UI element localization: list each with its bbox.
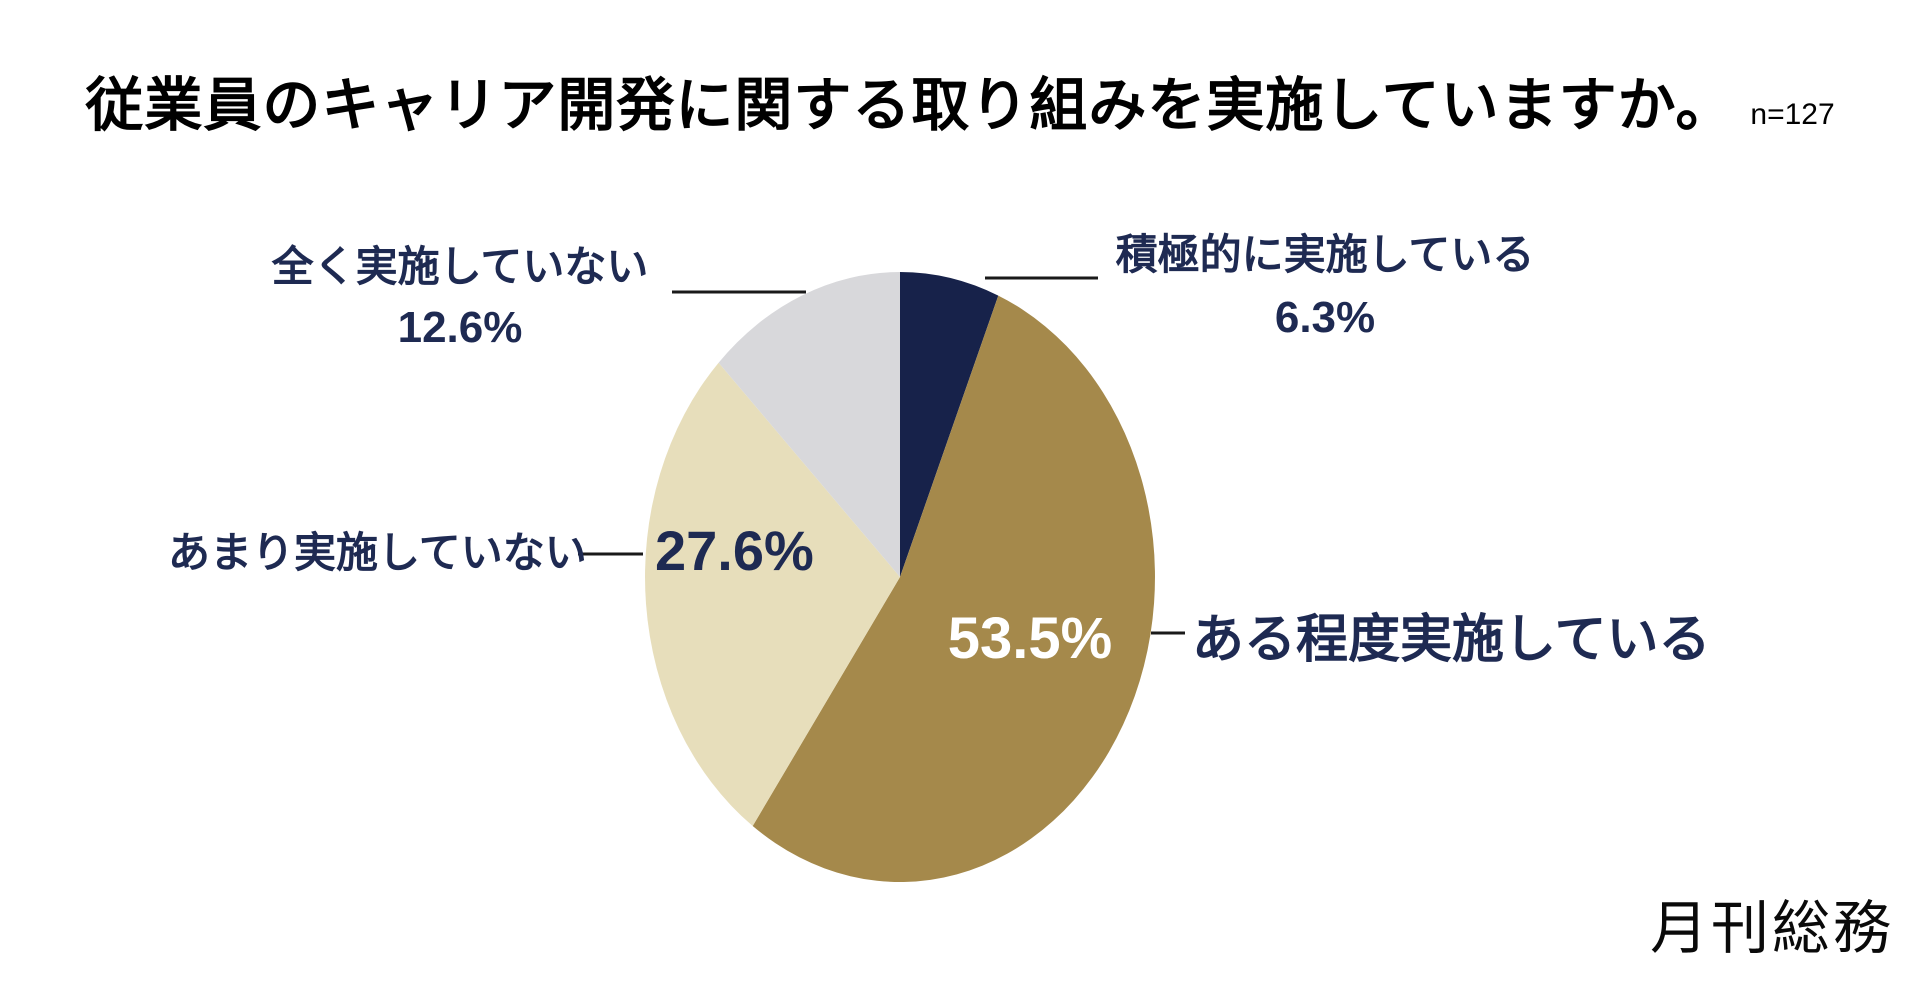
pie-slice-none xyxy=(718,272,900,577)
label-block-active: 積極的に実施している 6.3% xyxy=(1090,231,1560,343)
label-block-none: 全く実施していない 12.6% xyxy=(220,243,700,353)
slice-label-none: 全く実施していない xyxy=(271,243,649,290)
slice-label-some: ある程度実施している xyxy=(1192,611,1711,669)
publisher-logo: 月刊総務 xyxy=(1650,896,1895,961)
sample-size-label: n=127 xyxy=(1750,97,1835,131)
chart-title-row: 従業員のキャリア開発に関する取り組みを実施していますか。 n=127 xyxy=(0,73,1920,138)
slice-pct-rare: 27.6% xyxy=(655,519,814,582)
slice-label-rare: あまり実施していない xyxy=(168,529,587,576)
pie-slice-some xyxy=(752,295,1155,883)
slice-pct-active: 6.3% xyxy=(1274,293,1376,343)
chart-title: 従業員のキャリア開発に関する取り組みを実施していますか。 xyxy=(85,73,1735,138)
slice-label-active: 積極的に実施している xyxy=(1115,231,1535,278)
slice-pct-some: 53.5% xyxy=(947,606,1113,671)
pie-slice-rare xyxy=(645,362,900,826)
slice-pct-none: 12.6% xyxy=(397,303,523,353)
pie-slice-active xyxy=(900,272,999,577)
